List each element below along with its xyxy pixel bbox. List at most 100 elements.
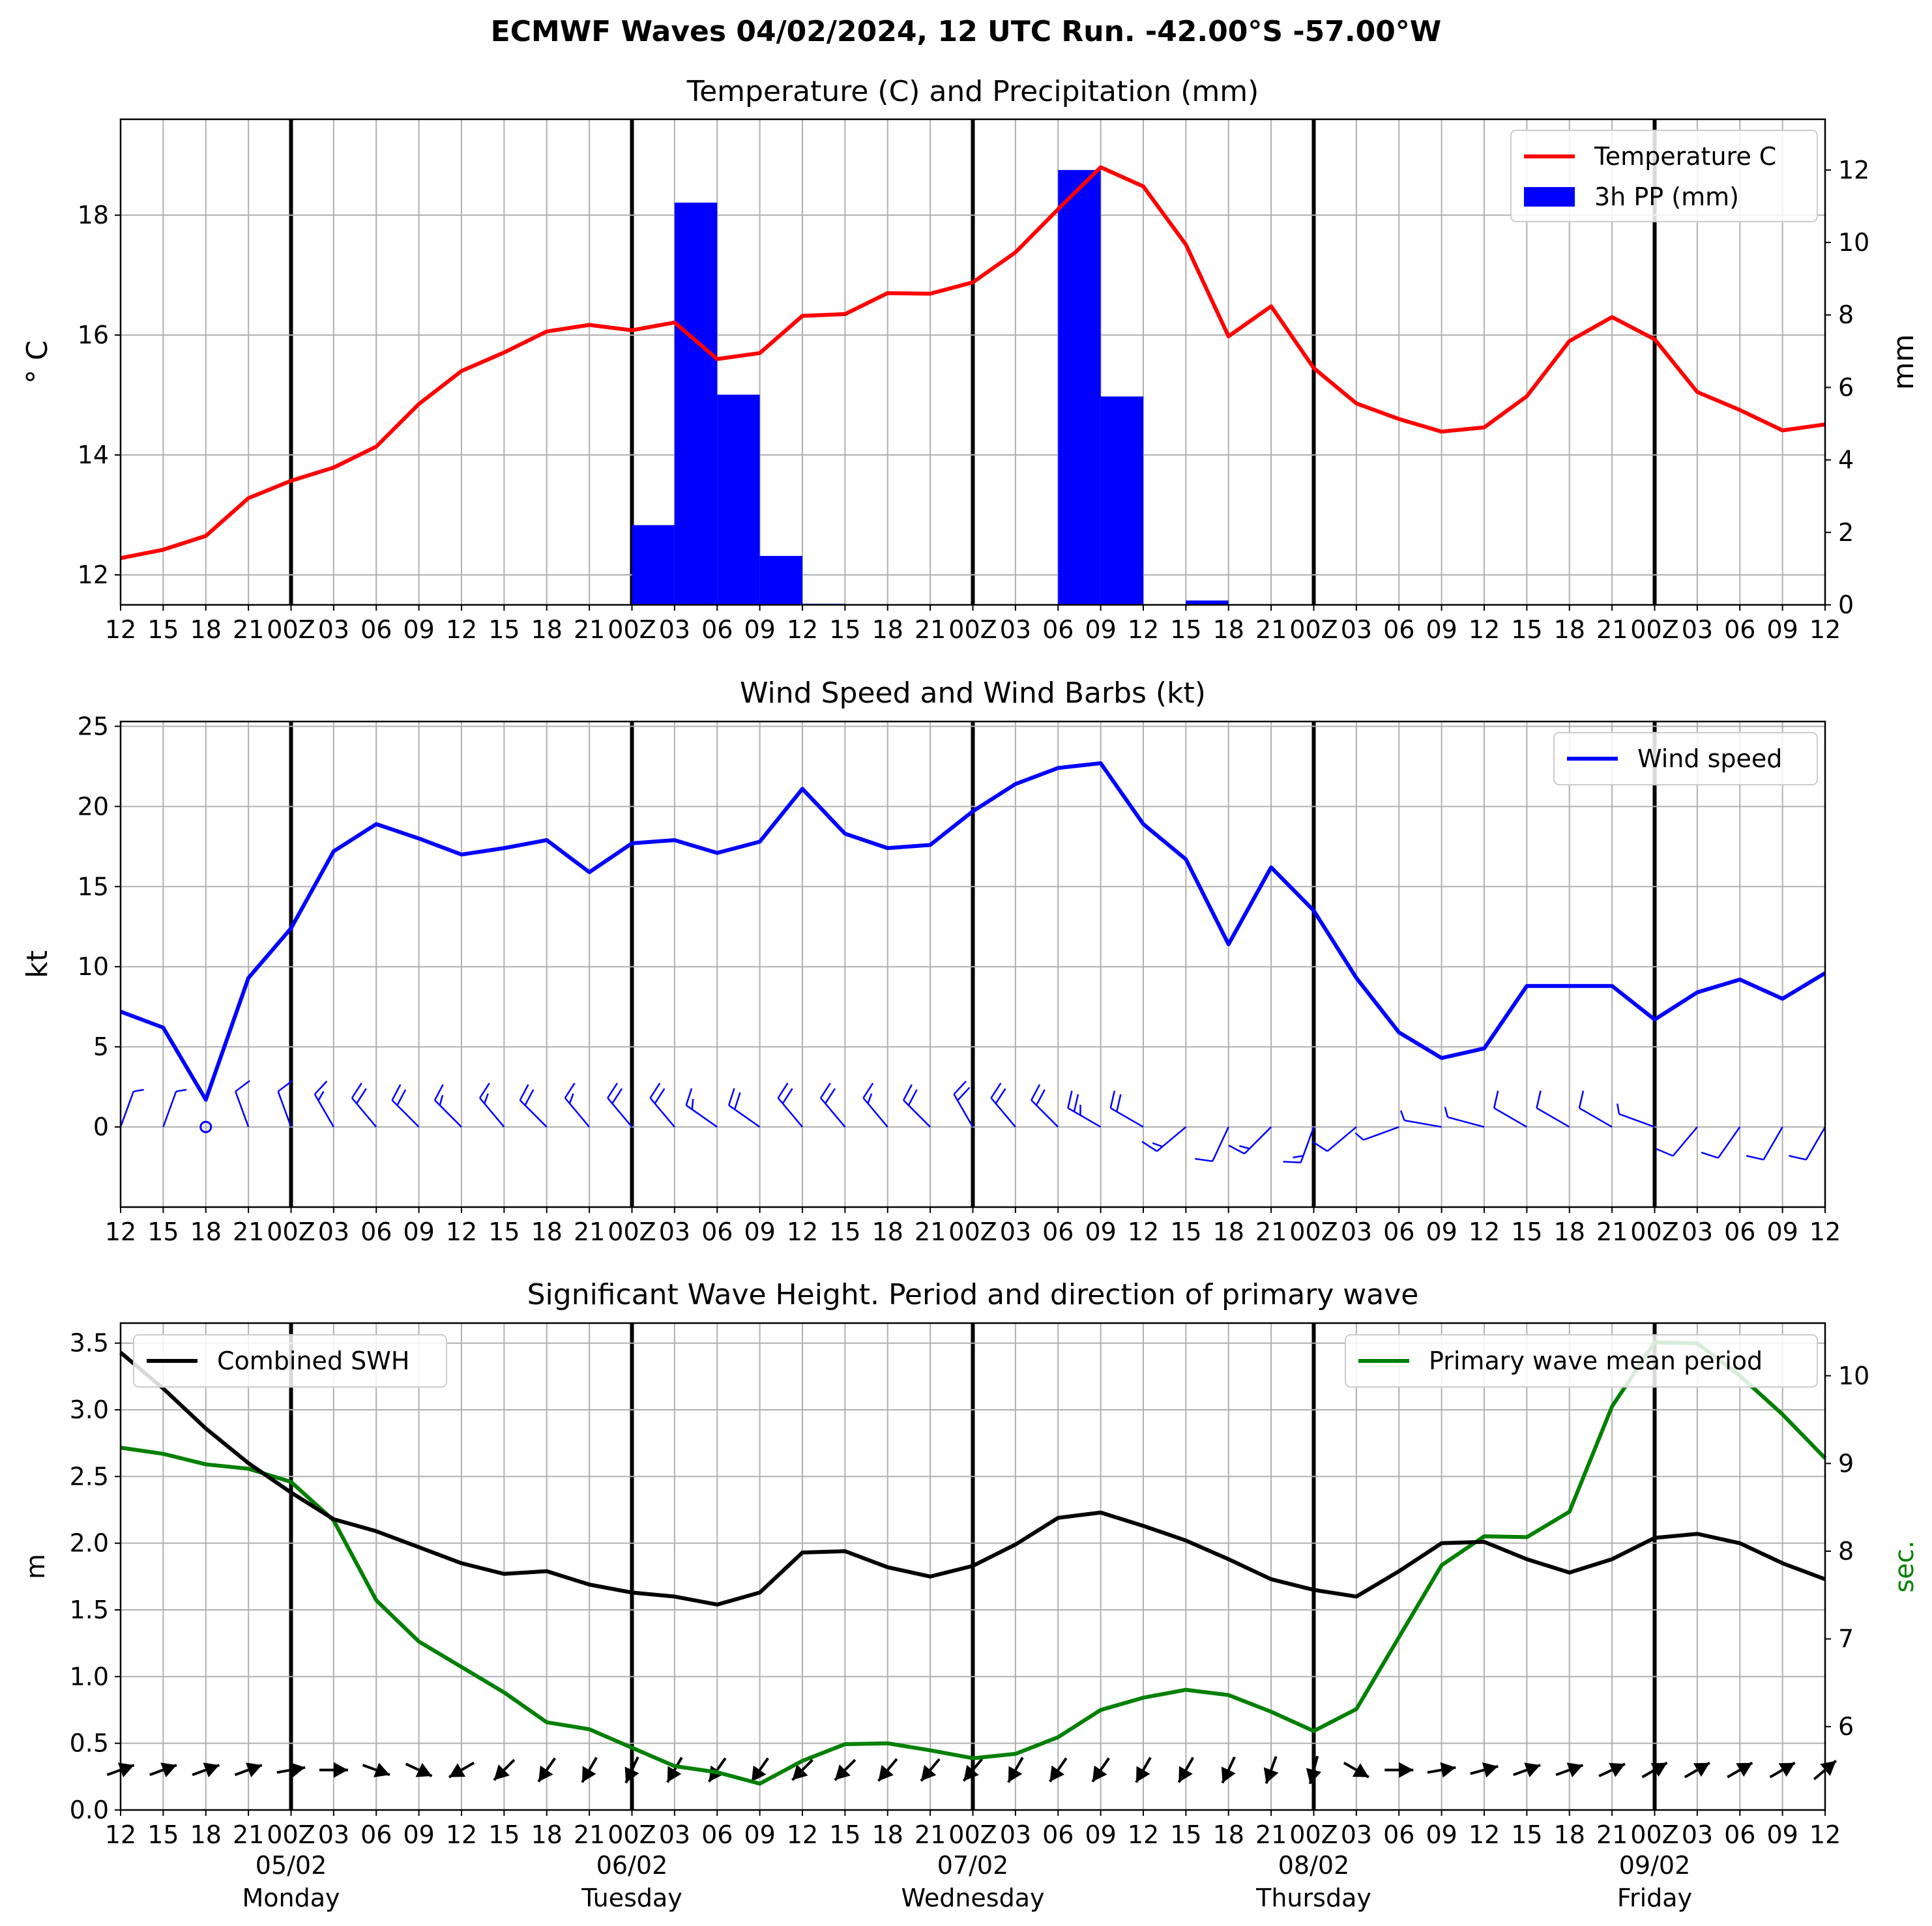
wave-arrow-head — [1524, 1762, 1541, 1777]
wind-barb-staff — [351, 1097, 377, 1128]
x-tick-label: 03 — [1682, 615, 1713, 644]
x-tick-label: 12 — [446, 615, 477, 644]
legend-box — [133, 1334, 447, 1388]
x-tick-label: 03 — [659, 1820, 690, 1849]
wave-arrow-head — [1263, 1767, 1279, 1784]
x-tick-label: 09 — [1085, 1820, 1116, 1849]
x-tick-label: 21 — [574, 1218, 605, 1246]
x-tick-label: 00Z — [1630, 1820, 1678, 1849]
x-tick-label: 21 — [915, 1820, 946, 1849]
wind-barb — [1311, 1126, 1357, 1152]
x-tick-label: 06 — [1383, 1218, 1414, 1246]
wind-barb — [1283, 1126, 1315, 1163]
wave-direction-arrow — [1384, 1762, 1414, 1778]
wave-arrow-head — [752, 1765, 767, 1782]
x-tick-label: 15 — [488, 1820, 520, 1849]
x-tick-label: 09 — [744, 1820, 775, 1849]
x-tick-label: 09 — [1426, 615, 1457, 644]
wind-barb — [1444, 1107, 1485, 1128]
wave-arrow-head — [1136, 1766, 1150, 1783]
y-tick-label: 3.0 — [70, 1395, 109, 1424]
wind-barb-feather — [1073, 1094, 1079, 1112]
day-date-label: 08/02 — [1278, 1851, 1350, 1880]
x-tick-label: 21 — [233, 1218, 264, 1246]
wind-barb-staff — [1618, 1113, 1655, 1128]
wave-arrow-head — [373, 1762, 390, 1777]
y2-tick-label: 4 — [1838, 446, 1854, 474]
day-name-label: Friday — [1617, 1884, 1692, 1912]
wind-barb-staff — [990, 1097, 1016, 1128]
x-tick-label: 09 — [1766, 1820, 1798, 1849]
wind-barb-staff — [1805, 1126, 1826, 1160]
x-tick-label: 03 — [1682, 1218, 1713, 1246]
x-tick-label: 12 — [1128, 1820, 1159, 1849]
x-tick-label: 00Z — [267, 1820, 315, 1849]
wave-direction-arrow — [1048, 1757, 1068, 1783]
wind-barb-staff — [1212, 1126, 1229, 1162]
legend-label: Wind speed — [1637, 744, 1782, 773]
x-tick-label: 09 — [1766, 615, 1798, 644]
wave-arrow-head — [624, 1766, 639, 1783]
legend-label: Combined SWH — [217, 1347, 409, 1375]
wave-arrow-head — [1566, 1762, 1583, 1777]
wave-direction-arrow — [834, 1758, 856, 1781]
x-tick-label: 09 — [1766, 1218, 1798, 1246]
x-tick-label: 00Z — [948, 1218, 997, 1246]
wave-arrow-head — [333, 1762, 348, 1778]
wave-direction-arrow — [877, 1758, 898, 1782]
x-tick-label: 12 — [1809, 1820, 1841, 1849]
wind-panel: 12 15 18 21 00Z 03 06 09 12 15 18 21 00Z 03 06 09 12 15 18… — [21, 677, 1841, 1246]
wind-barb-feather — [953, 1081, 967, 1095]
wave-arrow-head — [1049, 1765, 1065, 1782]
wave-period-line — [120, 1340, 1827, 1786]
panel-title: Temperature (C) and Precipitation (mm) — [686, 75, 1259, 108]
x-tick-label: 18 — [872, 615, 903, 644]
x-tick-label: 15 — [1170, 1820, 1201, 1849]
x-tick-label: 03 — [659, 615, 690, 644]
wind-barb-feather — [568, 1093, 574, 1104]
wind-barb-feather — [1578, 1090, 1585, 1109]
wind-barb-feather — [1195, 1158, 1213, 1162]
x-tick-label: 09 — [1426, 1820, 1457, 1849]
x-tick-label: 03 — [1000, 1820, 1031, 1849]
wave-direction-arrow — [1641, 1761, 1668, 1779]
wind-barb-feather — [355, 1088, 367, 1104]
legend-box — [1345, 1334, 1818, 1388]
x-tick-label: 09 — [403, 615, 434, 644]
x-tick-label: 21 — [1255, 615, 1287, 644]
wind-barb-staff — [953, 1094, 974, 1128]
wave-arrow-head — [1440, 1762, 1456, 1778]
x-tick-label: 09 — [1426, 1218, 1457, 1246]
wind-barb-feather — [1354, 1132, 1364, 1141]
wave-arrow-head — [1820, 1760, 1836, 1776]
wind-barb-feather — [1031, 1084, 1041, 1101]
x-tick-label: 12 — [1128, 1218, 1159, 1246]
wind-barb — [351, 1083, 377, 1128]
plot-frame — [119, 1322, 1826, 1811]
wind-barb-feather — [235, 1080, 250, 1092]
temperature-precip-panel: 12 15 18 21 00Z 03 06 09 12 15 18 21 00Z 03 06 09 12 15 18… — [21, 75, 1920, 644]
wind-barb-feather — [1293, 1154, 1304, 1159]
x-tick-label: 18 — [190, 1218, 222, 1246]
wave-arrow-head — [1008, 1766, 1023, 1783]
wind-barb — [1031, 1084, 1059, 1128]
wind-barb — [820, 1083, 846, 1128]
x-tick-label: 00Z — [607, 615, 656, 644]
x-tick-label: 00Z — [1289, 1218, 1338, 1246]
x-tick-label: 15 — [1170, 1218, 1201, 1246]
wave-arrow-head — [117, 1762, 134, 1777]
x-tick-label: 21 — [574, 615, 605, 644]
wind-barb-staff — [434, 1100, 462, 1128]
y-tick-label: 0.5 — [70, 1729, 109, 1758]
day-date-label: 06/02 — [596, 1851, 668, 1880]
wind-barb-staff — [728, 1104, 761, 1128]
wave-direction-arrow — [1306, 1755, 1322, 1785]
wind-barb-feather — [133, 1088, 144, 1092]
y-tick-label: 1.5 — [70, 1596, 109, 1624]
y-axis-label: ° C — [21, 340, 54, 384]
wind-barb-feather — [782, 1088, 793, 1104]
wind-barb — [1195, 1126, 1229, 1162]
legend-label: 3h PP (mm) — [1594, 182, 1739, 211]
x-tick-label: 18 — [1213, 615, 1244, 644]
x-tick-label: 12 — [105, 1820, 136, 1849]
